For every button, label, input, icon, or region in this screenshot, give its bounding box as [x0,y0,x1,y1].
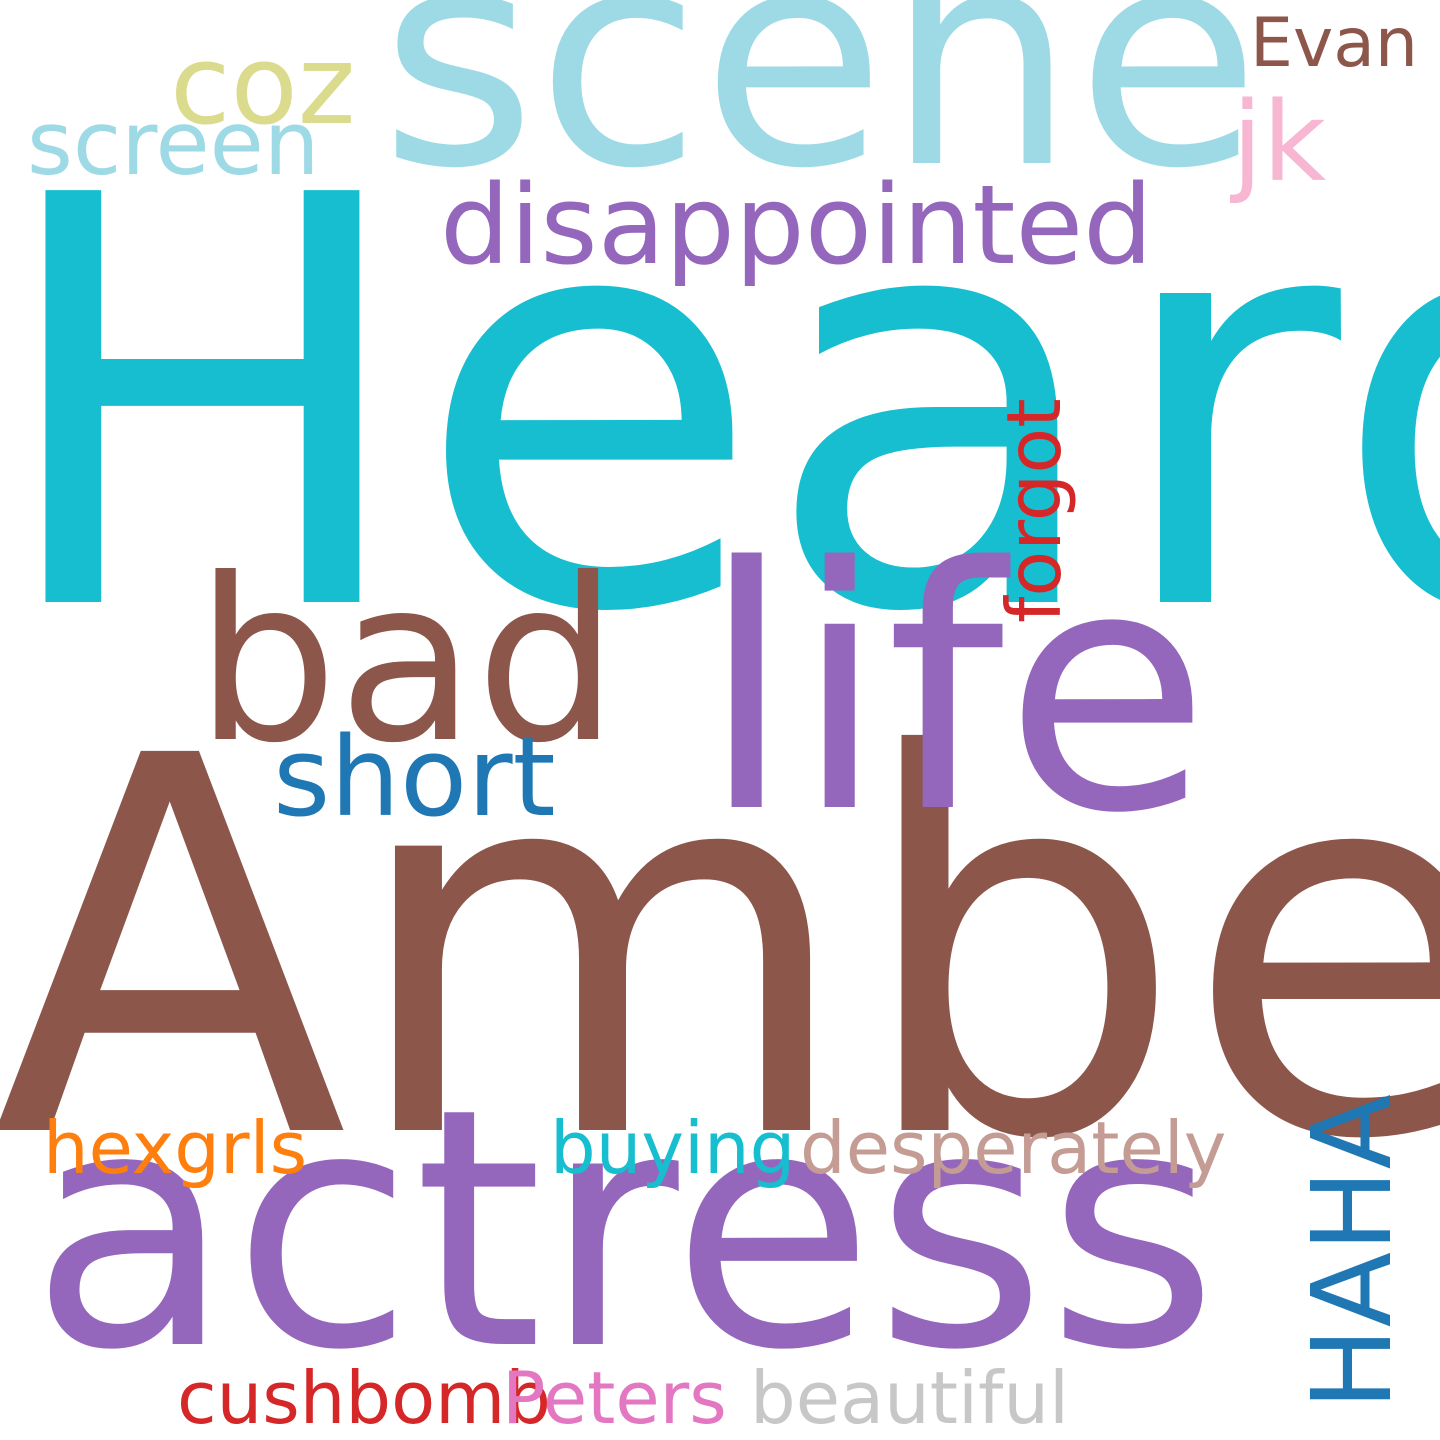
word-bad: bad [195,531,619,793]
word-hexgrls: hexgrls [43,1106,308,1190]
word-screen: screen [27,92,320,195]
word-evan: Evan [1250,4,1418,83]
word-actress: actress [30,1038,1219,1422]
word-amber: Amber [0,647,1440,1253]
word-buying: buying [550,1106,796,1190]
word-disappointed: disappointed [440,161,1153,289]
word-cushbomb: cushbomb [177,1356,551,1440]
word-desperately: desperately [800,1106,1227,1190]
word-heard: Heard [0,79,1440,736]
word-coz: coz [170,21,356,149]
word-life: life [700,497,1211,887]
word-forgot: forgot [990,398,1078,623]
word-jk: jk [1232,78,1327,206]
word-haha: HAHA [1288,1094,1416,1410]
word-short: short [273,713,556,841]
word-scene: scene [380,0,1261,234]
word-beautiful: beautiful [750,1356,1069,1440]
word-peters: Peters [502,1356,727,1440]
